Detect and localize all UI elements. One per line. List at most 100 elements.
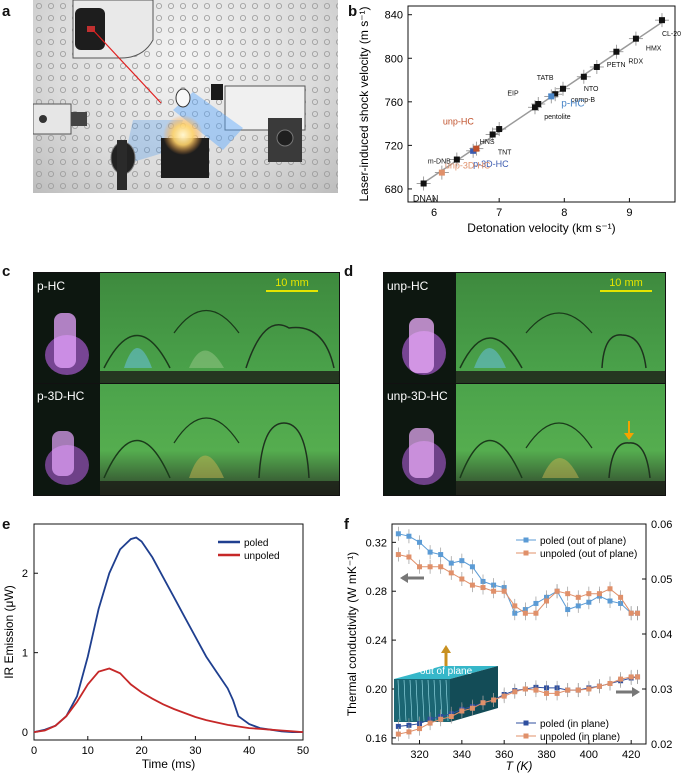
data-point: [613, 48, 620, 55]
d-scale-label: 10 mm: [609, 277, 643, 289]
inset-fiber: [433, 679, 437, 722]
series-line-unpoled: [33, 667, 304, 733]
data-point: [491, 697, 497, 703]
x-axis-label: Time (ms): [142, 757, 196, 771]
y-tick-label: 0.16: [366, 733, 387, 745]
data-point: [618, 676, 624, 682]
point-label: HMX: [646, 46, 662, 53]
x-tick-label: 340: [453, 749, 471, 761]
data-point: [512, 610, 518, 616]
point-label: DNAN: [413, 193, 439, 203]
data-point: [501, 588, 507, 594]
d-scale-bar: 10 mm: [600, 277, 652, 292]
arrow-up-icon: [441, 645, 451, 653]
y-tick-label: 2: [22, 568, 28, 580]
panel-c-images: p-HC p-3D-HC 10 mm: [33, 272, 340, 496]
data-point: [554, 588, 560, 594]
y2-tick-label: 0.05: [651, 574, 672, 586]
series-line-unpoled (out of plane): [398, 554, 638, 614]
plot-frame: [407, 5, 676, 203]
chart-e: 0 10 20 30 40 50 0 1 2 Time (ms) IR Emission (μW) p…: [2, 523, 309, 771]
y-axis-label: IR Emission (μW): [2, 585, 16, 679]
point-label: TATB: [537, 75, 554, 82]
legend-label: unpoled (in plane): [540, 732, 620, 743]
x-tick-label: 20: [135, 745, 147, 757]
legend-marker: [523, 733, 529, 739]
data-point: [459, 576, 465, 582]
arrow-down-icon: [624, 421, 634, 440]
y-tick-label: 680: [385, 184, 403, 196]
point-label: NTO: [584, 86, 599, 93]
point-label: unp-HC: [443, 117, 475, 127]
arrow-right-icon: [632, 687, 640, 697]
data-point: [607, 681, 613, 686]
data-point: [596, 591, 602, 597]
inset-fiber: [421, 679, 425, 722]
c-row1-label: p-HC: [37, 279, 66, 293]
data-point: [607, 586, 613, 592]
x-tick-label: 320: [410, 749, 428, 761]
setup-scene: [33, 0, 338, 193]
data-point: [448, 714, 454, 719]
data-point: [635, 674, 641, 680]
sample-block: [161, 115, 209, 178]
data-point: [565, 687, 571, 693]
data-point: [480, 585, 486, 591]
data-point: [586, 599, 592, 605]
data-point: [533, 610, 539, 616]
c-row2-label: p-3D-HC: [37, 389, 85, 403]
data-point: [427, 720, 433, 726]
data-point: [448, 560, 454, 566]
panel-label-c: c: [2, 263, 11, 280]
data-point: [469, 582, 475, 588]
inset-fiber: [427, 679, 431, 722]
point-label: comp-B: [571, 97, 595, 104]
x-axis-label: Detonation velocity (km s⁻¹): [467, 221, 615, 235]
point-label: CL-20: [662, 31, 681, 38]
panel-c-features: [34, 309, 339, 495]
plot-frame: [33, 523, 304, 741]
inset-top-face: [394, 666, 498, 679]
inset-fiber: [403, 679, 407, 722]
data-point: [496, 126, 503, 133]
y-axis-label: Laser-induced shock velocity (m s⁻¹): [357, 6, 371, 201]
data-point: [554, 690, 560, 696]
point-label: HNS: [480, 139, 495, 146]
data-point: [469, 705, 475, 711]
point-label: TNT: [498, 149, 512, 156]
d-row2-label: unp-3D-HC: [387, 389, 448, 403]
data-point: [565, 591, 571, 597]
data-point: [417, 726, 423, 732]
y-tick-label: 840: [385, 10, 403, 22]
blue-beam: [173, 92, 243, 150]
x-tick-label: 40: [243, 745, 255, 757]
x-tick-label: 6: [431, 207, 437, 219]
right-camera: [224, 85, 306, 162]
x-axis-label: T (K): [506, 759, 533, 773]
data-point: [417, 564, 423, 570]
data-point: [406, 729, 412, 735]
data-point: [512, 689, 518, 695]
data-point: [559, 85, 566, 92]
data-point: [438, 716, 444, 722]
point-label: unp-3D-HC: [445, 161, 491, 171]
data-point: [480, 700, 486, 706]
data-point: [512, 603, 518, 609]
optic-mounts: [110, 84, 223, 190]
data-point: [522, 610, 528, 616]
x-tick-label: 8: [561, 207, 567, 219]
data-point: [544, 690, 550, 696]
data-point: [586, 686, 592, 692]
panel-d-images: unp-HC unp-3D-HC 10 mm: [383, 272, 666, 496]
inset-front-face: [394, 679, 450, 722]
data-point: [596, 683, 602, 689]
data-point: [448, 570, 454, 576]
x-tick-label: 420: [622, 749, 640, 761]
c-scale-bar: 10 mm: [266, 277, 318, 292]
data-point: [459, 558, 465, 564]
data-point: [395, 723, 401, 729]
x-tick-label: 360: [495, 749, 513, 761]
data-point: [635, 610, 641, 616]
y-axis-label: Thermal conductivity (W mK⁻¹): [345, 552, 359, 716]
data-point: [501, 693, 507, 699]
